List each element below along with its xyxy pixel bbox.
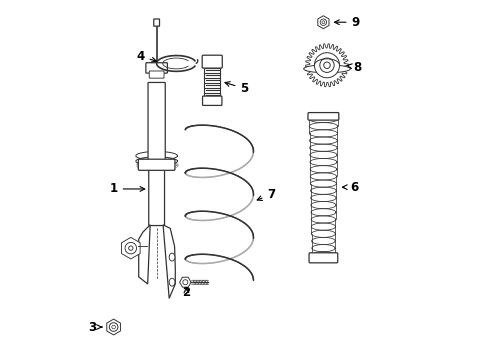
Circle shape xyxy=(125,242,136,254)
Circle shape xyxy=(323,62,329,68)
Text: 6: 6 xyxy=(342,181,357,194)
Circle shape xyxy=(112,325,115,329)
Ellipse shape xyxy=(169,278,175,286)
FancyBboxPatch shape xyxy=(148,168,164,226)
FancyBboxPatch shape xyxy=(202,96,222,105)
FancyBboxPatch shape xyxy=(307,113,338,120)
FancyBboxPatch shape xyxy=(145,63,167,73)
Text: 4: 4 xyxy=(136,50,156,63)
Text: 1: 1 xyxy=(109,183,144,195)
FancyBboxPatch shape xyxy=(153,19,159,26)
Circle shape xyxy=(321,21,324,24)
Text: 2: 2 xyxy=(182,287,190,300)
FancyBboxPatch shape xyxy=(202,55,222,68)
Polygon shape xyxy=(317,16,328,29)
Polygon shape xyxy=(179,277,191,287)
Circle shape xyxy=(319,58,333,72)
Polygon shape xyxy=(163,225,175,298)
Polygon shape xyxy=(305,44,348,87)
Circle shape xyxy=(128,246,133,250)
Text: 3: 3 xyxy=(88,320,102,333)
Text: 9: 9 xyxy=(334,16,359,29)
FancyBboxPatch shape xyxy=(308,253,337,263)
Text: 7: 7 xyxy=(257,188,275,201)
Ellipse shape xyxy=(169,253,175,261)
Polygon shape xyxy=(139,225,150,284)
Polygon shape xyxy=(121,237,140,259)
Text: 8: 8 xyxy=(346,60,361,73)
Circle shape xyxy=(183,280,187,285)
FancyBboxPatch shape xyxy=(148,82,165,163)
FancyBboxPatch shape xyxy=(138,159,175,170)
Circle shape xyxy=(314,53,339,78)
Ellipse shape xyxy=(303,65,349,73)
Polygon shape xyxy=(106,319,120,335)
FancyBboxPatch shape xyxy=(149,71,163,78)
Text: 5: 5 xyxy=(224,82,248,95)
Circle shape xyxy=(320,19,326,26)
Circle shape xyxy=(109,323,118,331)
